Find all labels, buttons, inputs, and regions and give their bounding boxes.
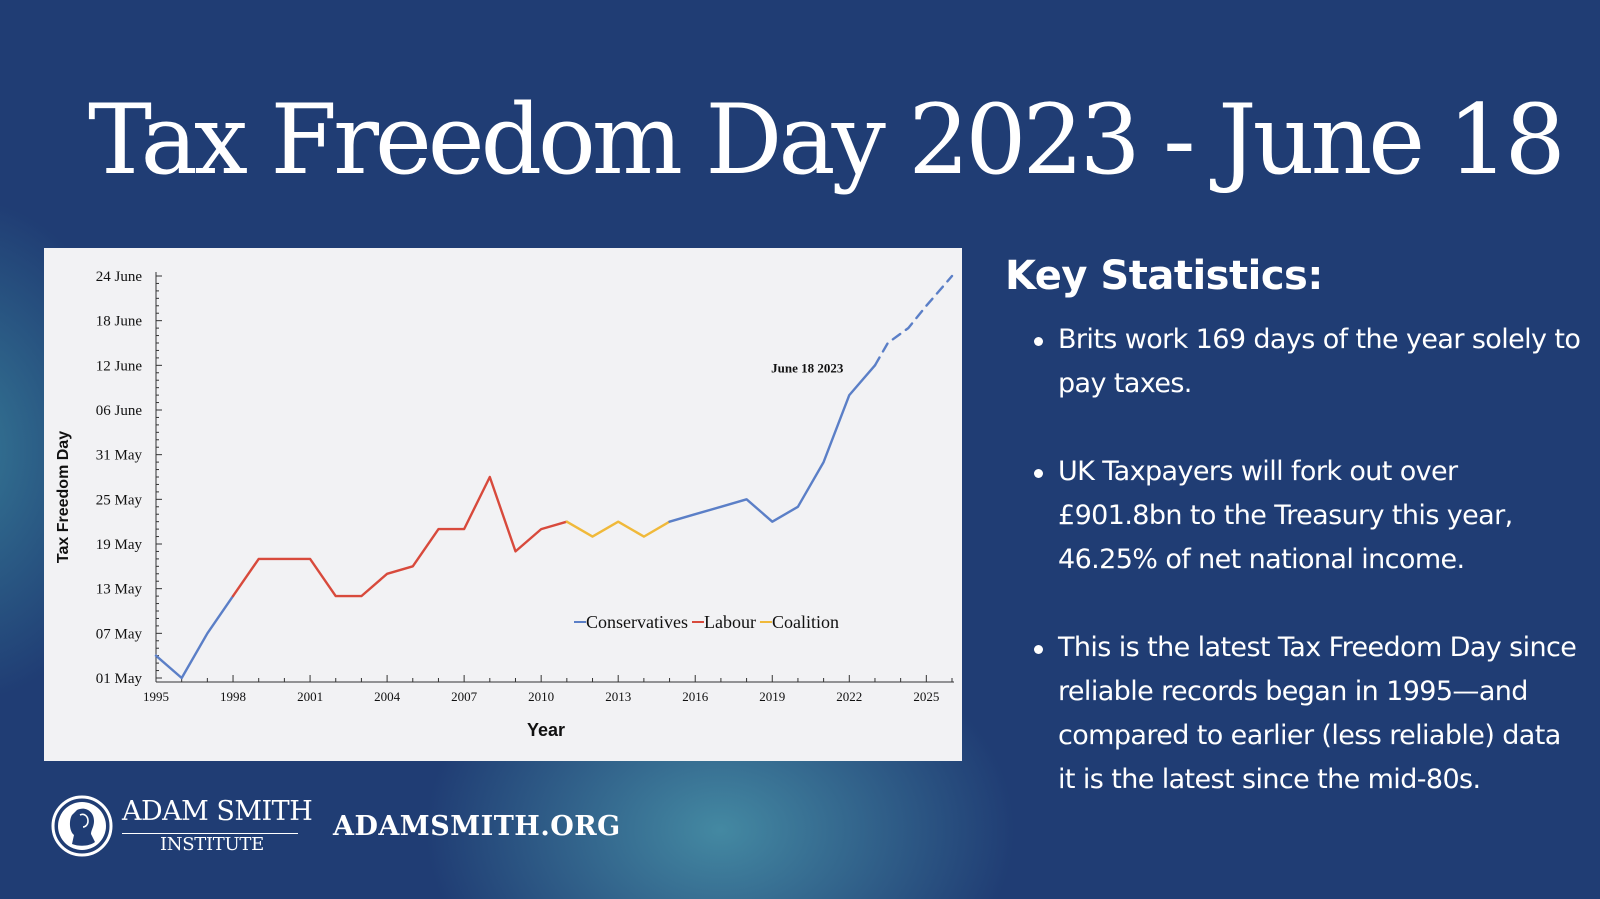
series-line: [231, 475, 568, 598]
y-tick-label: 06 June: [96, 403, 143, 419]
statistic-item: UK Taxpayers will fork out over £901.8bn…: [1005, 450, 1585, 582]
key-statistics-heading: Key Statistics:: [1005, 253, 1323, 299]
annotation-label: June 18 2023: [771, 360, 844, 375]
chart-text: 01 May 07 May 13 May 19 May 25 May 31 May 06 J…: [55, 269, 939, 740]
statistic-text: Brits work 169 days of the year solely t…: [1058, 324, 1581, 399]
key-statistics-list: Brits work 169 days of the year solely t…: [1005, 318, 1585, 802]
chart-series: [154, 274, 954, 680]
legend-label: Coalition: [772, 612, 839, 632]
statistic-text: This is the latest Tax Freedom Day since…: [1058, 632, 1577, 795]
x-tick-label: 2025: [913, 689, 939, 704]
x-tick-label: 2001: [297, 689, 323, 704]
series-line: [873, 274, 954, 367]
y-tick-label: 25 May: [96, 492, 143, 508]
statistic-item: This is the latest Tax Freedom Day since…: [1005, 626, 1585, 802]
x-tick-label: 2022: [836, 689, 862, 704]
chart-axes: [155, 272, 954, 683]
x-tick-label: 1995: [143, 689, 169, 704]
x-tick-label: 2010: [528, 689, 554, 704]
y-tick-label: 12 June: [96, 358, 143, 374]
bullet-icon: [1034, 337, 1043, 346]
x-axis-title: Year: [527, 720, 565, 740]
website-link[interactable]: ADAMSMITH.ORG: [333, 811, 621, 842]
organization-subtitle: INSTITUTE: [160, 834, 264, 855]
legend-label: Labour: [704, 612, 756, 632]
page-title: Tax Freedom Day 2023 - June 18: [88, 84, 1566, 196]
y-tick-label: 01 May: [96, 671, 143, 687]
y-tick-label: 19 May: [96, 537, 143, 553]
y-tick-label: 13 May: [96, 582, 143, 598]
y-tick-label: 18 June: [96, 314, 143, 330]
x-tick-label: 2019: [759, 689, 785, 704]
statistic-text: UK Taxpayers will fork out over £901.8bn…: [1058, 456, 1513, 575]
adam-smith-logo-icon: [51, 795, 113, 857]
y-axis-title: Tax Freedom Day: [55, 431, 72, 563]
series-line: [668, 364, 877, 523]
organization-name: ADAM SMITH: [122, 796, 313, 827]
x-tick-label: 2016: [682, 689, 709, 704]
x-tick-label: 2013: [605, 689, 631, 704]
statistic-item: Brits work 169 days of the year solely t…: [1005, 318, 1585, 406]
legend-label: Conservatives: [586, 612, 688, 632]
y-tick-label: 07 May: [96, 626, 143, 642]
x-tick-label: 2007: [451, 689, 478, 704]
x-tick-label: 2004: [374, 689, 401, 704]
bullet-icon: [1034, 469, 1043, 478]
y-tick-label: 24 June: [96, 269, 143, 285]
y-tick-label: 31 May: [96, 448, 143, 464]
tax-freedom-day-chart: 01 May 07 May 13 May 19 May 25 May 31 May 06 J…: [55, 269, 954, 740]
x-tick-label: 1998: [220, 689, 246, 704]
series-line: [565, 520, 671, 538]
series-line: [154, 594, 235, 680]
key-statistics-panel: Key Statistics: Brits work 169 days of t…: [1005, 252, 1585, 846]
bullet-icon: [1034, 645, 1043, 654]
brand-divider: [122, 833, 298, 834]
chart-panel: 01 May 07 May 13 May 19 May 25 May 31 May 06 J…: [44, 248, 962, 761]
